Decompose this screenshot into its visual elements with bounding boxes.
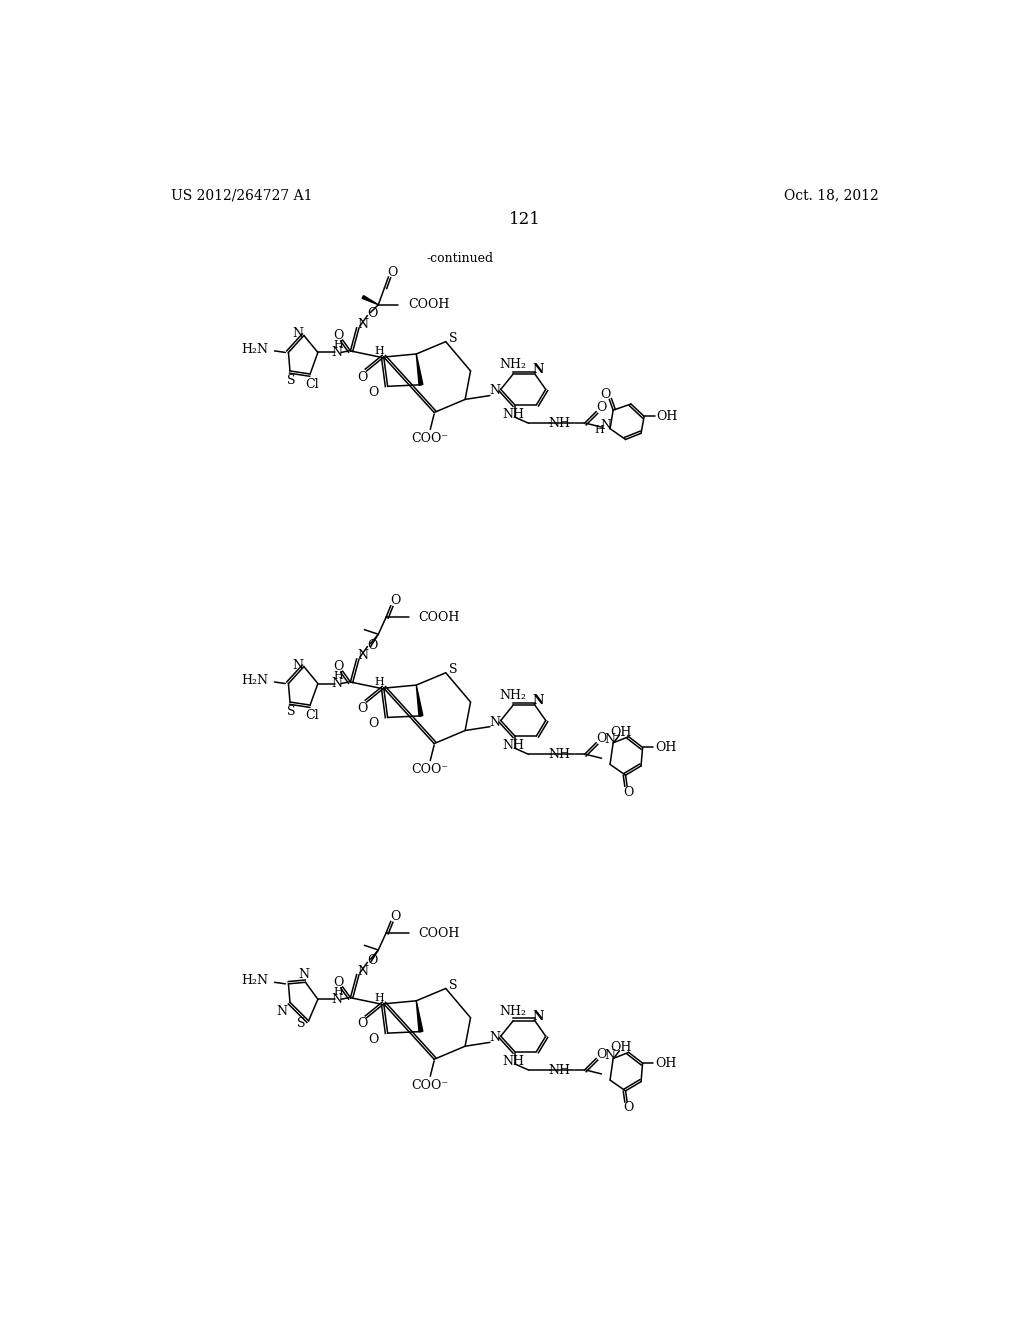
Text: COOH: COOH [419, 927, 460, 940]
Text: N: N [331, 346, 342, 359]
Text: O: O [624, 785, 634, 799]
Text: O: O [356, 702, 368, 714]
Text: NH: NH [502, 408, 524, 421]
Text: S: S [288, 374, 296, 387]
Text: COOH: COOH [419, 611, 460, 624]
Text: H: H [333, 671, 343, 681]
Text: O: O [387, 265, 397, 279]
Text: NH: NH [502, 739, 524, 752]
Text: COO⁻: COO⁻ [412, 1078, 449, 1092]
Text: NH: NH [549, 748, 570, 760]
Text: S: S [297, 1018, 305, 1031]
Text: O: O [333, 660, 343, 673]
Text: O: O [333, 329, 343, 342]
Text: H: H [374, 677, 384, 686]
Text: US 2012/264727 A1: US 2012/264727 A1 [171, 189, 312, 202]
Text: O: O [369, 717, 379, 730]
Text: O: O [596, 733, 606, 746]
Text: NH₂: NH₂ [500, 358, 526, 371]
Text: S: S [450, 333, 458, 345]
Text: NH: NH [549, 417, 570, 430]
Polygon shape [417, 1001, 423, 1032]
Text: O: O [333, 975, 343, 989]
Polygon shape [417, 685, 423, 717]
Text: O: O [624, 1101, 634, 1114]
Text: N: N [489, 715, 500, 729]
Text: N: N [276, 1005, 288, 1018]
Polygon shape [417, 354, 423, 385]
Text: H₂N: H₂N [242, 675, 268, 686]
Text: COO⁻: COO⁻ [412, 432, 449, 445]
Text: S: S [450, 979, 458, 991]
Text: H: H [374, 993, 384, 1003]
Text: Oct. 18, 2012: Oct. 18, 2012 [784, 189, 879, 202]
Text: OH: OH [655, 741, 677, 754]
Text: N: N [604, 1049, 615, 1063]
Text: COO⁻: COO⁻ [412, 763, 449, 776]
Text: S: S [450, 663, 458, 676]
Text: O: O [356, 1018, 368, 1031]
Text: O: O [369, 385, 379, 399]
Text: N: N [600, 418, 611, 432]
Polygon shape [362, 296, 378, 305]
Text: H₂N: H₂N [242, 343, 268, 356]
Text: O: O [356, 371, 368, 384]
Text: O: O [367, 308, 377, 321]
Text: H₂N: H₂N [242, 974, 268, 987]
Text: N: N [357, 649, 369, 663]
Text: Cl: Cl [305, 709, 318, 722]
Text: S: S [288, 705, 296, 718]
Text: -continued: -continued [426, 252, 494, 265]
Text: COOH: COOH [408, 298, 450, 312]
Text: Cl: Cl [305, 379, 318, 391]
Text: NH: NH [549, 1064, 570, 1077]
Text: O: O [390, 909, 400, 923]
Text: H: H [594, 425, 604, 436]
Text: N: N [532, 694, 544, 708]
Text: OH: OH [656, 409, 678, 422]
Text: N: N [357, 318, 369, 331]
Text: H: H [333, 339, 343, 350]
Text: O: O [367, 954, 377, 968]
Text: H: H [374, 346, 384, 356]
Text: N: N [331, 677, 342, 690]
Text: NH: NH [502, 1055, 524, 1068]
Text: O: O [369, 1032, 379, 1045]
Text: OH: OH [655, 1056, 677, 1069]
Text: O: O [390, 594, 400, 607]
Text: N: N [489, 1031, 500, 1044]
Text: N: N [532, 1010, 544, 1023]
Text: NH₂: NH₂ [500, 1005, 526, 1018]
Text: OH: OH [610, 1041, 632, 1055]
Text: O: O [596, 401, 606, 414]
Text: N: N [298, 968, 309, 981]
Text: N: N [357, 965, 369, 978]
Text: NH₂: NH₂ [500, 689, 526, 702]
Text: N: N [331, 993, 342, 1006]
Text: N: N [604, 733, 615, 746]
Text: H: H [333, 986, 343, 997]
Text: O: O [600, 388, 610, 401]
Text: N: N [489, 384, 500, 397]
Text: N: N [292, 659, 303, 672]
Text: N: N [292, 327, 303, 341]
Text: N: N [532, 363, 544, 376]
Text: 121: 121 [509, 211, 541, 228]
Text: O: O [367, 639, 377, 652]
Text: O: O [596, 1048, 606, 1061]
Text: OH: OH [610, 726, 632, 739]
